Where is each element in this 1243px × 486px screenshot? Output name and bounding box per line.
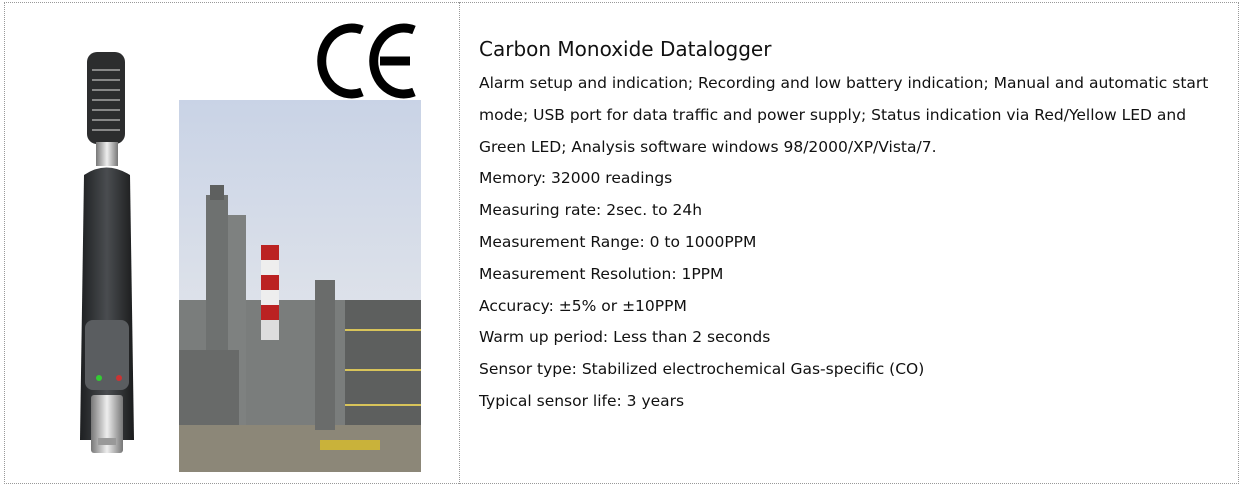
product-images	[0, 0, 460, 486]
spec-line: Warm up period: Less than 2 seconds	[479, 322, 1209, 354]
spec-line: Measurement Range: 0 to 1000PPM	[479, 227, 1209, 259]
chimney	[261, 245, 279, 340]
spec-line: Typical sensor life: 3 years	[479, 386, 1209, 418]
refinery-photo	[179, 100, 421, 472]
ce-mark	[322, 28, 414, 94]
spec-line: Sensor type: Stabilized electrochemical …	[479, 354, 1209, 386]
spec-line: Accuracy: ±5% or ±10PPM	[479, 291, 1209, 323]
product-title: Carbon Monoxide Datalogger	[479, 34, 1209, 64]
device-image	[80, 52, 134, 453]
spec-line: Memory: 32000 readings	[479, 163, 1209, 195]
spec-line: Measuring rate: 2sec. to 24h	[479, 195, 1209, 227]
page: Carbon Monoxide Datalogger Alarm setup a…	[0, 0, 1243, 486]
spec-line: Measurement Resolution: 1PPM	[479, 259, 1209, 291]
product-text: Carbon Monoxide Datalogger Alarm setup a…	[479, 34, 1209, 418]
product-description: Alarm setup and indication; Recording an…	[479, 68, 1209, 163]
